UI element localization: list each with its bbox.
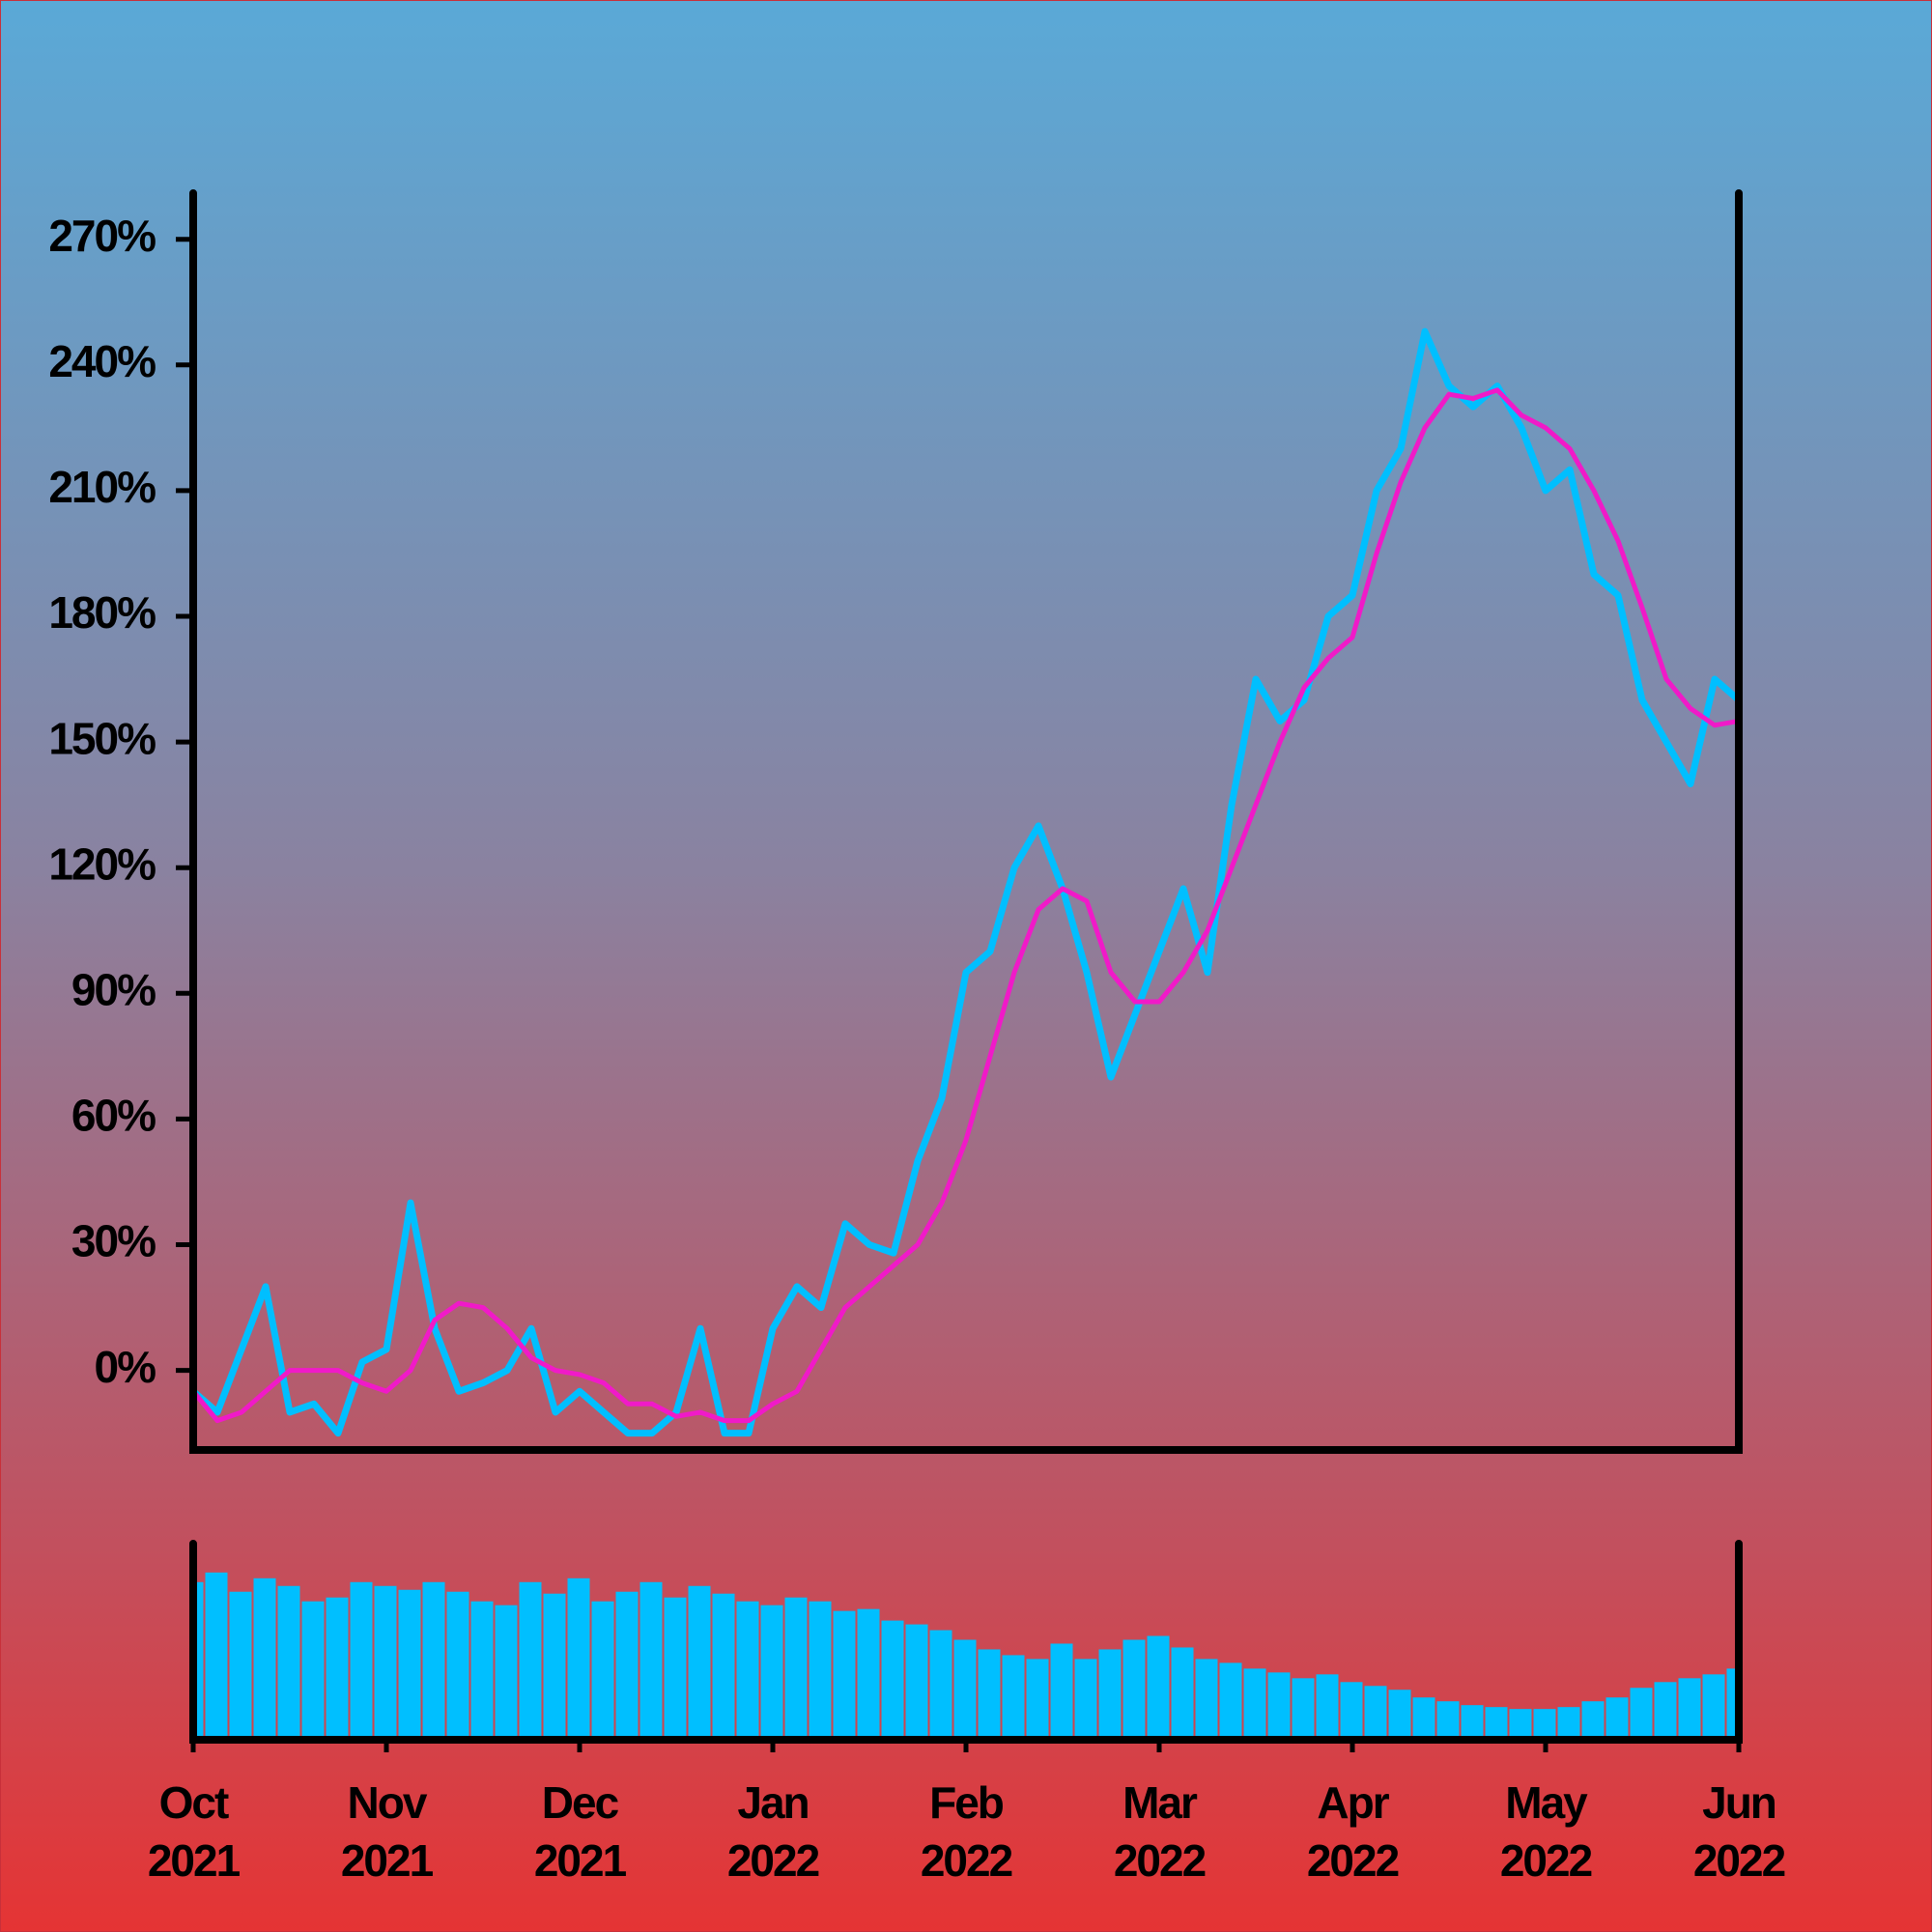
volume-bar <box>1292 1678 1315 1736</box>
volume-bar <box>784 1597 808 1736</box>
y-tick-label: 0% <box>95 1342 156 1392</box>
volume-bar <box>470 1601 494 1736</box>
volume-bar <box>760 1605 783 1736</box>
volume-bar <box>905 1624 928 1736</box>
series-line <box>197 327 1735 1437</box>
price-axes <box>189 189 1743 1454</box>
y-tick-label: 90% <box>71 964 156 1014</box>
volume-bar <box>1509 1709 1532 1736</box>
volume-bar <box>1412 1697 1435 1736</box>
volume-bar <box>712 1593 735 1736</box>
x-tick-label: May 2022 <box>1499 1777 1593 1886</box>
volume-bar <box>1605 1697 1629 1736</box>
x-tick-label: Dec 2021 <box>533 1777 627 1886</box>
y-tick-label: 60% <box>71 1091 156 1141</box>
volume-bar <box>1316 1674 1339 1736</box>
volume-bar <box>1364 1686 1387 1736</box>
x-tick-label: Jun 2022 <box>1692 1777 1786 1886</box>
volume-bar <box>1630 1688 1653 1736</box>
volume-bar <box>253 1577 276 1736</box>
x-tick-label: Nov 2021 <box>340 1777 434 1886</box>
volume-bar <box>1533 1709 1556 1736</box>
volume-bar <box>929 1630 952 1736</box>
volume-bar <box>422 1581 445 1736</box>
y-tick-label: 270% <box>48 211 156 261</box>
volume-bar <box>1388 1690 1411 1736</box>
volume-bar <box>664 1597 687 1736</box>
volume-bar <box>398 1589 421 1736</box>
volume-bar <box>543 1593 566 1736</box>
volume-bar <box>1485 1707 1508 1736</box>
volume-bar <box>1678 1678 1701 1736</box>
y-tick-label: 150% <box>48 713 156 763</box>
volume-bar <box>639 1581 663 1736</box>
volume-bar <box>1581 1701 1605 1736</box>
y-tick-label: 210% <box>48 462 156 512</box>
volume-bar <box>1122 1639 1146 1736</box>
volume-bar <box>1195 1659 1218 1736</box>
volume-bar <box>205 1572 228 1736</box>
volume-bar <box>881 1620 904 1736</box>
volume-bar <box>301 1601 325 1736</box>
x-tick-label: Mar 2022 <box>1113 1777 1207 1886</box>
x-tick-label: Oct 2021 <box>147 1777 241 1886</box>
series-line <box>197 387 1735 1424</box>
volume-bar <box>591 1601 614 1736</box>
volume-bar <box>978 1649 1001 1736</box>
volume-bar <box>229 1591 252 1736</box>
x-tick-label: Apr 2022 <box>1306 1777 1400 1886</box>
volume-bar <box>326 1597 349 1736</box>
volume-bar <box>688 1585 711 1736</box>
volume-bar <box>1171 1647 1194 1736</box>
y-tick-label: 120% <box>48 838 156 889</box>
x-tick-label: Feb 2022 <box>920 1777 1013 1886</box>
volume-bar <box>1243 1668 1266 1736</box>
volume-bar <box>1267 1672 1291 1736</box>
volume-bar <box>519 1581 542 1736</box>
volume-bar <box>1340 1682 1363 1736</box>
volume-bar <box>1654 1682 1677 1736</box>
volume-bar <box>446 1591 469 1736</box>
x-tick-label: Jan 2022 <box>726 1777 820 1886</box>
volume-bar <box>567 1577 590 1736</box>
volume-bar <box>857 1608 880 1736</box>
volume-bar <box>615 1591 639 1736</box>
volume-bar <box>1050 1643 1073 1736</box>
volume-bar <box>277 1585 300 1736</box>
volume-bar <box>495 1605 518 1736</box>
y-tick-label: 180% <box>48 587 156 638</box>
volume-bar <box>1726 1668 1735 1736</box>
volume-bar <box>1026 1659 1049 1736</box>
y-tick-label: 240% <box>48 336 156 386</box>
volume-bar <box>1074 1659 1097 1736</box>
volume-bar <box>953 1639 977 1736</box>
volume-bar <box>1147 1635 1170 1736</box>
volume-bar <box>736 1601 759 1736</box>
volume-bar <box>1219 1662 1242 1736</box>
y-tick-label: 30% <box>71 1216 156 1266</box>
volume-bar <box>1461 1705 1484 1736</box>
volume-bar <box>1702 1674 1725 1736</box>
volume-bar <box>374 1585 397 1736</box>
volume-bar <box>350 1581 373 1736</box>
volume-bar <box>1557 1707 1580 1736</box>
volume-bar <box>1098 1649 1122 1736</box>
volume-bar <box>1002 1655 1025 1736</box>
volume-bar <box>809 1601 832 1736</box>
volume-bar <box>833 1610 856 1736</box>
volume-bar <box>1436 1701 1460 1736</box>
volume-bar <box>197 1581 204 1736</box>
